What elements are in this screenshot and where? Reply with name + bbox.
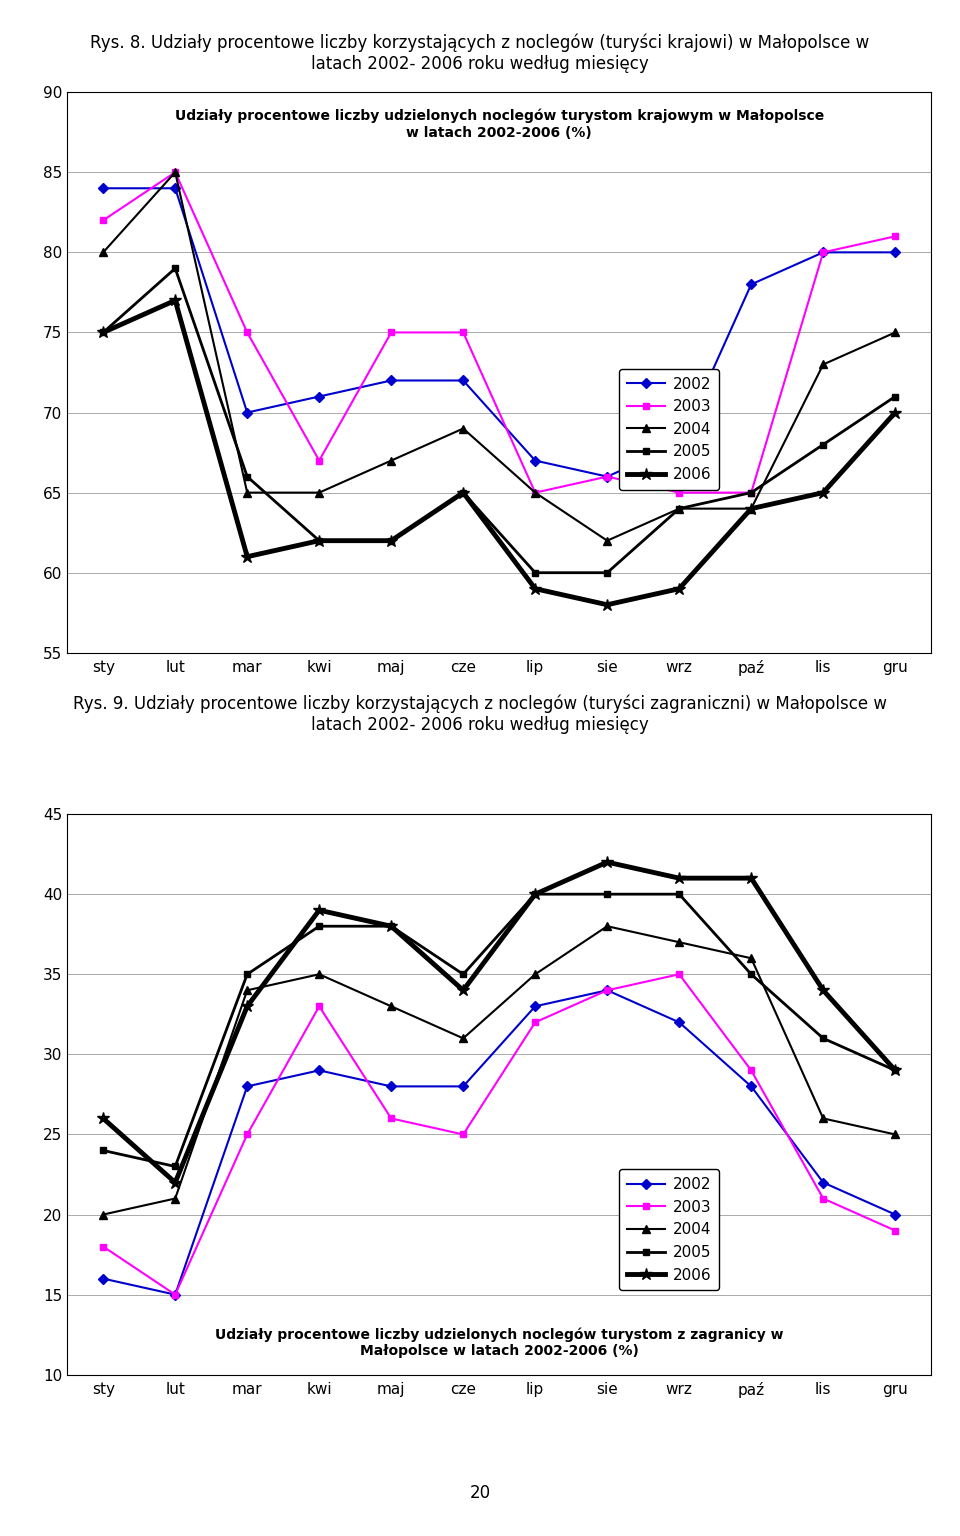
Text: Rys. 8. Udziały procentowe liczby korzystających z noclegów (turyści krajowi) w : Rys. 8. Udziały procentowe liczby korzys…	[90, 34, 870, 74]
Text: Udziały procentowe liczby udzielonych noclegów turystom z zagranicy w
Małopolsce: Udziały procentowe liczby udzielonych no…	[215, 1327, 783, 1358]
Legend: 2002, 2003, 2004, 2005, 2006: 2002, 2003, 2004, 2005, 2006	[619, 1169, 719, 1290]
Legend: 2002, 2003, 2004, 2005, 2006: 2002, 2003, 2004, 2005, 2006	[619, 369, 719, 490]
Text: Rys. 9. Udziały procentowe liczby korzystających z noclegów (turyści zagraniczni: Rys. 9. Udziały procentowe liczby korzys…	[73, 694, 887, 734]
Text: Udziały procentowe liczby udzielonych noclegów turystom krajowym w Małopolsce
w : Udziały procentowe liczby udzielonych no…	[175, 109, 824, 140]
Text: 20: 20	[469, 1484, 491, 1502]
